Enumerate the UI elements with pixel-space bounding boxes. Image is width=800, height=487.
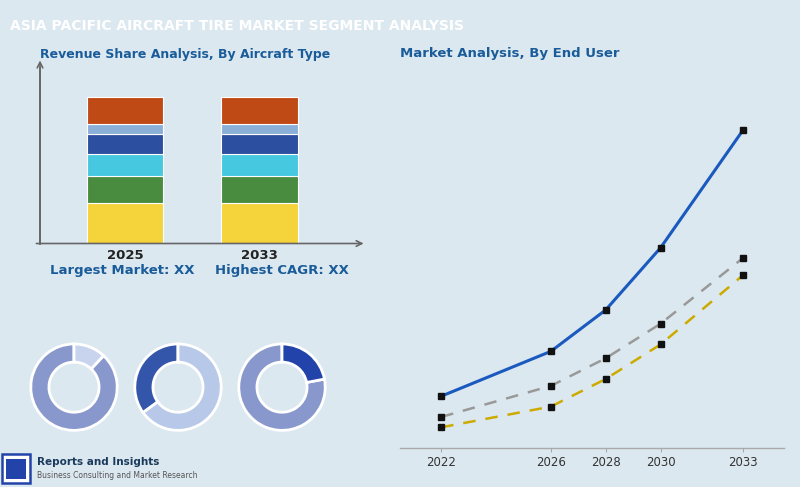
Wedge shape <box>282 344 325 382</box>
Wedge shape <box>239 344 325 431</box>
FancyBboxPatch shape <box>6 459 26 479</box>
FancyBboxPatch shape <box>2 454 30 483</box>
Bar <box>222 97 298 124</box>
Bar <box>222 154 298 176</box>
Text: Market Analysis, By End User: Market Analysis, By End User <box>400 47 619 60</box>
Bar <box>87 176 163 203</box>
Bar <box>87 203 163 244</box>
Bar <box>87 124 163 134</box>
Wedge shape <box>74 344 103 369</box>
Bar <box>222 124 298 134</box>
Text: Revenue Share Analysis, By Aircraft Type: Revenue Share Analysis, By Aircraft Type <box>40 49 330 61</box>
Text: ASIA PACIFIC AIRCRAFT TIRE MARKET SEGMENT ANALYSIS: ASIA PACIFIC AIRCRAFT TIRE MARKET SEGMEN… <box>10 19 464 33</box>
Text: Reports and Insights: Reports and Insights <box>37 457 159 467</box>
Bar <box>87 134 163 154</box>
Text: Business Consulting and Market Research: Business Consulting and Market Research <box>37 471 198 480</box>
Bar <box>87 154 163 176</box>
Text: Largest Market: XX: Largest Market: XX <box>50 264 194 277</box>
Bar <box>87 97 163 124</box>
Bar <box>222 176 298 203</box>
Bar <box>222 134 298 154</box>
Wedge shape <box>143 344 221 431</box>
Wedge shape <box>31 344 117 431</box>
Text: Highest CAGR: XX: Highest CAGR: XX <box>214 264 349 277</box>
Wedge shape <box>135 344 178 412</box>
Bar <box>222 203 298 244</box>
